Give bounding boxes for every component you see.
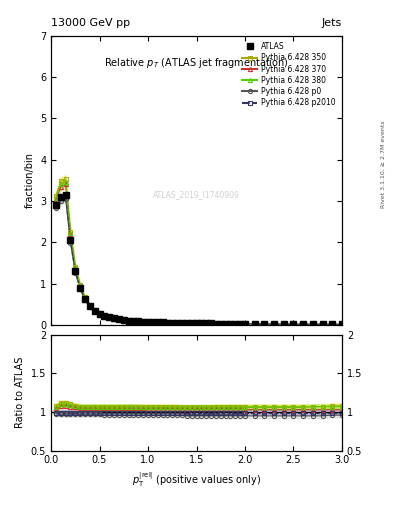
Text: Rivet 3.1.10, ≥ 2.7M events: Rivet 3.1.10, ≥ 2.7M events	[381, 120, 386, 208]
Text: Relative $p_T$ (ATLAS jet fragmentation): Relative $p_T$ (ATLAS jet fragmentation)	[104, 56, 289, 70]
Text: ATLAS_2019_I1740909: ATLAS_2019_I1740909	[153, 190, 240, 199]
Y-axis label: fraction/bin: fraction/bin	[24, 153, 35, 208]
Text: 13000 GeV pp: 13000 GeV pp	[51, 18, 130, 28]
Y-axis label: Ratio to ATLAS: Ratio to ATLAS	[15, 357, 25, 429]
Legend: ATLAS, Pythia 6.428 350, Pythia 6.428 370, Pythia 6.428 380, Pythia 6.428 p0, Py: ATLAS, Pythia 6.428 350, Pythia 6.428 37…	[240, 39, 338, 110]
Text: Jets: Jets	[321, 18, 342, 28]
X-axis label: $p_{\rm T}^{\rm |rel|}$ (positive values only): $p_{\rm T}^{\rm |rel|}$ (positive values…	[132, 471, 261, 489]
Bar	[51, 410, 342, 414]
